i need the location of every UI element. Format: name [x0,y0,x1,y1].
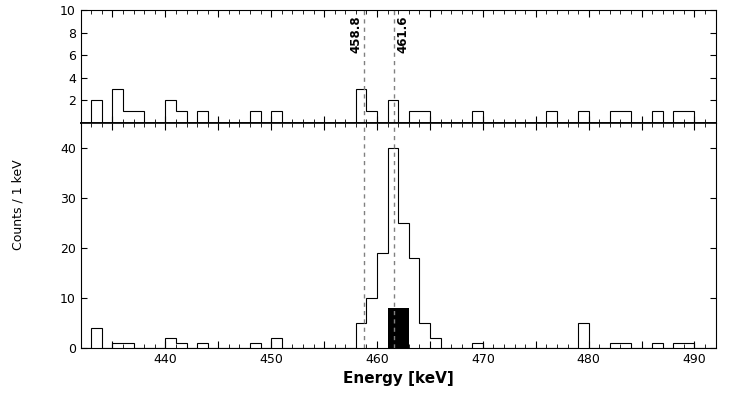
Text: 461.6: 461.6 [396,16,409,53]
Text: 458.8: 458.8 [349,16,362,54]
Text: Counts / 1 keV: Counts / 1 keV [11,159,24,250]
Polygon shape [81,308,716,348]
X-axis label: Energy [keV]: Energy [keV] [343,371,454,386]
